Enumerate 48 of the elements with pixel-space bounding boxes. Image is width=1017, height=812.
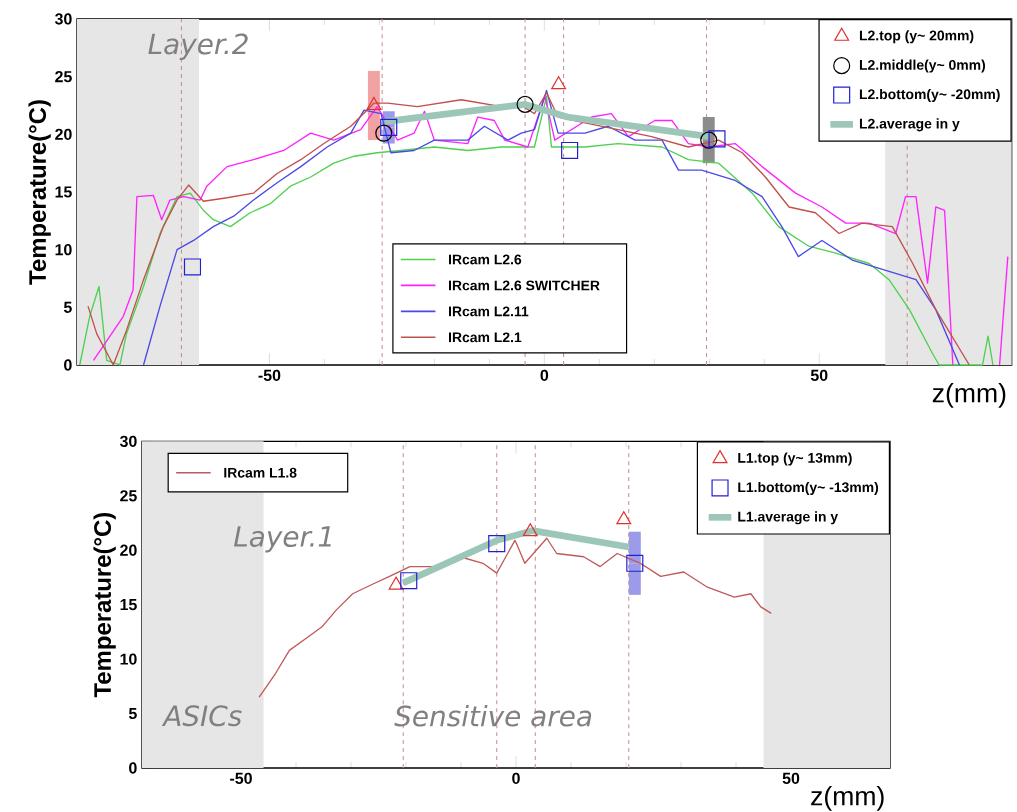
legend-label: IRcam L2.11: [449, 306, 529, 317]
y-tick-label: 0: [64, 359, 72, 371]
legend-label: L2.average in y: [859, 118, 960, 132]
y-tick-label: 15: [55, 186, 72, 198]
y-tick-label: 10: [55, 244, 72, 256]
y-tick-label: 25: [120, 490, 137, 502]
point: [183, 258, 202, 276]
y-tick-label: 5: [128, 708, 137, 720]
annotation: Layer.1: [233, 526, 331, 553]
point: [516, 95, 534, 113]
legend-label: L1.bottom(y~ -13mm): [738, 481, 879, 495]
legend-label: IRcam L2.6 SWITCHER: [449, 280, 600, 291]
y-tick-label: 25: [55, 71, 72, 83]
legend-label: IRcam L2.1: [449, 332, 522, 343]
x-tick-label: -50: [230, 772, 252, 784]
y-tick-label: 10: [120, 653, 137, 665]
legend-label: L2.middle(y~ 0mm): [859, 59, 986, 73]
legend-label: IRcam L2.6: [449, 254, 522, 265]
legend-label: L2.bottom(y~ -20mm): [859, 88, 1000, 102]
y-tick-label: 30: [119, 435, 137, 447]
annotation: Layer.2: [148, 33, 248, 60]
x-tick-label: 0: [540, 369, 549, 381]
point: [366, 96, 382, 111]
y-tick-label: 20: [120, 544, 137, 556]
point: [700, 131, 718, 149]
y-axis-title: Temperature(°C): [93, 512, 116, 698]
legend-label: L1.average in y: [738, 511, 839, 525]
x-tick-label: 0: [512, 772, 520, 784]
legend-label: L2.top (y~ 20mm): [859, 30, 974, 44]
y-tick-label: 15: [120, 599, 137, 611]
x-axis-title: z(mm): [932, 382, 1006, 408]
point: [380, 118, 398, 136]
point: [551, 76, 567, 90]
y-tick-label: 0: [129, 762, 137, 774]
legend-label: L1.top (y~ 13mm): [738, 452, 852, 466]
y-axis-title: Temperature(°C): [28, 100, 51, 285]
point: [708, 130, 726, 148]
x-axis-title: z(mm): [811, 785, 884, 811]
y-tick-label: 5: [63, 301, 72, 313]
band-label: ASICs: [161, 705, 242, 727]
annotation: Sensitive area: [394, 704, 592, 727]
x-tick-label: 50: [782, 772, 800, 784]
x-tick-label: 50: [810, 369, 828, 381]
legend-label: IRcam L1.8: [224, 467, 297, 478]
y-tick-label: 30: [54, 13, 72, 25]
x-tick-label: -50: [258, 369, 281, 381]
y-tick-label: 20: [55, 128, 72, 140]
point: [561, 141, 579, 160]
